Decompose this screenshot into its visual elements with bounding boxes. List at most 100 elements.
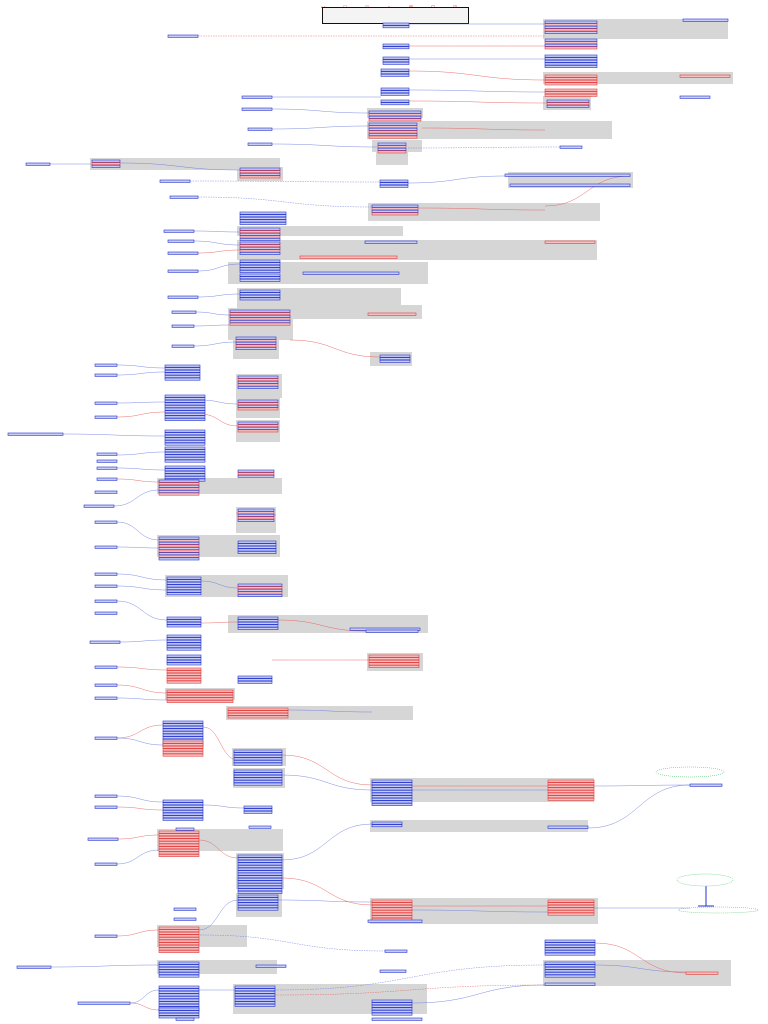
edge	[116, 521, 160, 541]
graph-node	[237, 543, 277, 547]
graph-node	[544, 74, 598, 78]
graph-node	[164, 407, 206, 411]
graph-node	[379, 182, 409, 186]
graph-node	[547, 904, 595, 908]
graph-node	[164, 394, 206, 398]
graph-node	[158, 830, 200, 834]
graph-node	[7, 432, 64, 436]
graph-node	[164, 405, 206, 408]
graph-node	[239, 172, 281, 176]
graph-node	[166, 616, 202, 620]
graph-node	[237, 680, 273, 684]
graph-node	[94, 520, 118, 524]
edge	[202, 726, 239, 761]
edge	[193, 324, 231, 327]
edge	[113, 489, 160, 507]
graph-node	[377, 147, 407, 151]
graph-node	[166, 659, 202, 663]
graph-node	[544, 59, 598, 63]
graph-node	[544, 964, 596, 968]
graph-node	[239, 273, 281, 277]
graph-node	[164, 465, 206, 469]
edge	[200, 580, 239, 589]
graph-node	[544, 46, 598, 50]
graph-node	[371, 779, 413, 783]
graph-node	[162, 728, 204, 732]
graph-node	[166, 639, 202, 643]
graph-node	[166, 621, 202, 625]
graph-node	[94, 862, 118, 866]
graph-node	[237, 885, 283, 889]
graph-node	[158, 985, 200, 989]
graph-node	[158, 964, 200, 968]
graph-node	[237, 865, 283, 868]
graph-node	[158, 993, 200, 997]
graph-node	[382, 56, 410, 60]
graph-node	[368, 110, 422, 114]
edge	[116, 411, 166, 418]
graph-node	[544, 91, 598, 95]
graph-node	[382, 61, 410, 65]
graph-node	[559, 145, 583, 149]
graph-node	[164, 429, 206, 433]
edge	[189, 180, 381, 183]
graph-node	[164, 432, 206, 436]
edge	[271, 125, 370, 130]
graph-node	[239, 216, 287, 220]
graph-node	[77, 1001, 131, 1005]
graph-node	[233, 760, 283, 763]
graph-node	[158, 835, 200, 839]
graph-node	[371, 1004, 413, 1008]
graph-node	[162, 731, 204, 734]
graph-node	[175, 1017, 195, 1021]
graph-node	[167, 295, 199, 299]
edge	[116, 478, 160, 483]
graph-node	[237, 880, 283, 884]
graph-node	[241, 107, 273, 111]
edge	[50, 964, 160, 968]
graph-node	[239, 246, 281, 250]
graph-node	[380, 68, 410, 72]
graph-node	[237, 902, 279, 906]
graph-node	[509, 183, 631, 187]
graph-node	[544, 38, 598, 42]
graph-node	[162, 733, 204, 737]
graph-node	[158, 1001, 200, 1005]
graph-node	[380, 99, 410, 103]
graph-node	[239, 294, 281, 298]
graph-node	[158, 929, 200, 933]
graph-node	[164, 367, 201, 371]
graph-node	[164, 470, 206, 474]
graph-node	[158, 1003, 200, 1007]
graph-node	[368, 113, 422, 117]
graph-node	[164, 402, 206, 406]
graph-node	[237, 375, 279, 379]
graph-node	[169, 195, 199, 199]
edge	[421, 127, 546, 131]
graph-node	[237, 513, 275, 517]
edge	[197, 293, 241, 298]
edge	[116, 666, 168, 671]
graph-node	[94, 545, 118, 549]
graph-node	[162, 804, 204, 808]
graph-node	[371, 800, 413, 804]
graph-node	[233, 752, 283, 756]
graph-node	[368, 657, 420, 661]
graph-node	[166, 667, 202, 671]
graph-node	[158, 554, 200, 558]
graph-node	[544, 974, 596, 978]
edge	[408, 89, 546, 93]
graph-node	[164, 446, 206, 450]
graph-node	[164, 399, 206, 403]
graph-node	[164, 454, 206, 458]
graph-node	[164, 476, 206, 479]
graph-node	[544, 62, 598, 66]
graph-node	[162, 802, 204, 806]
graph-node	[96, 459, 118, 463]
graph-node	[547, 782, 595, 786]
graph-node	[544, 28, 598, 32]
edge	[408, 70, 546, 81]
graph-node	[237, 472, 275, 476]
graph-node	[237, 588, 283, 592]
